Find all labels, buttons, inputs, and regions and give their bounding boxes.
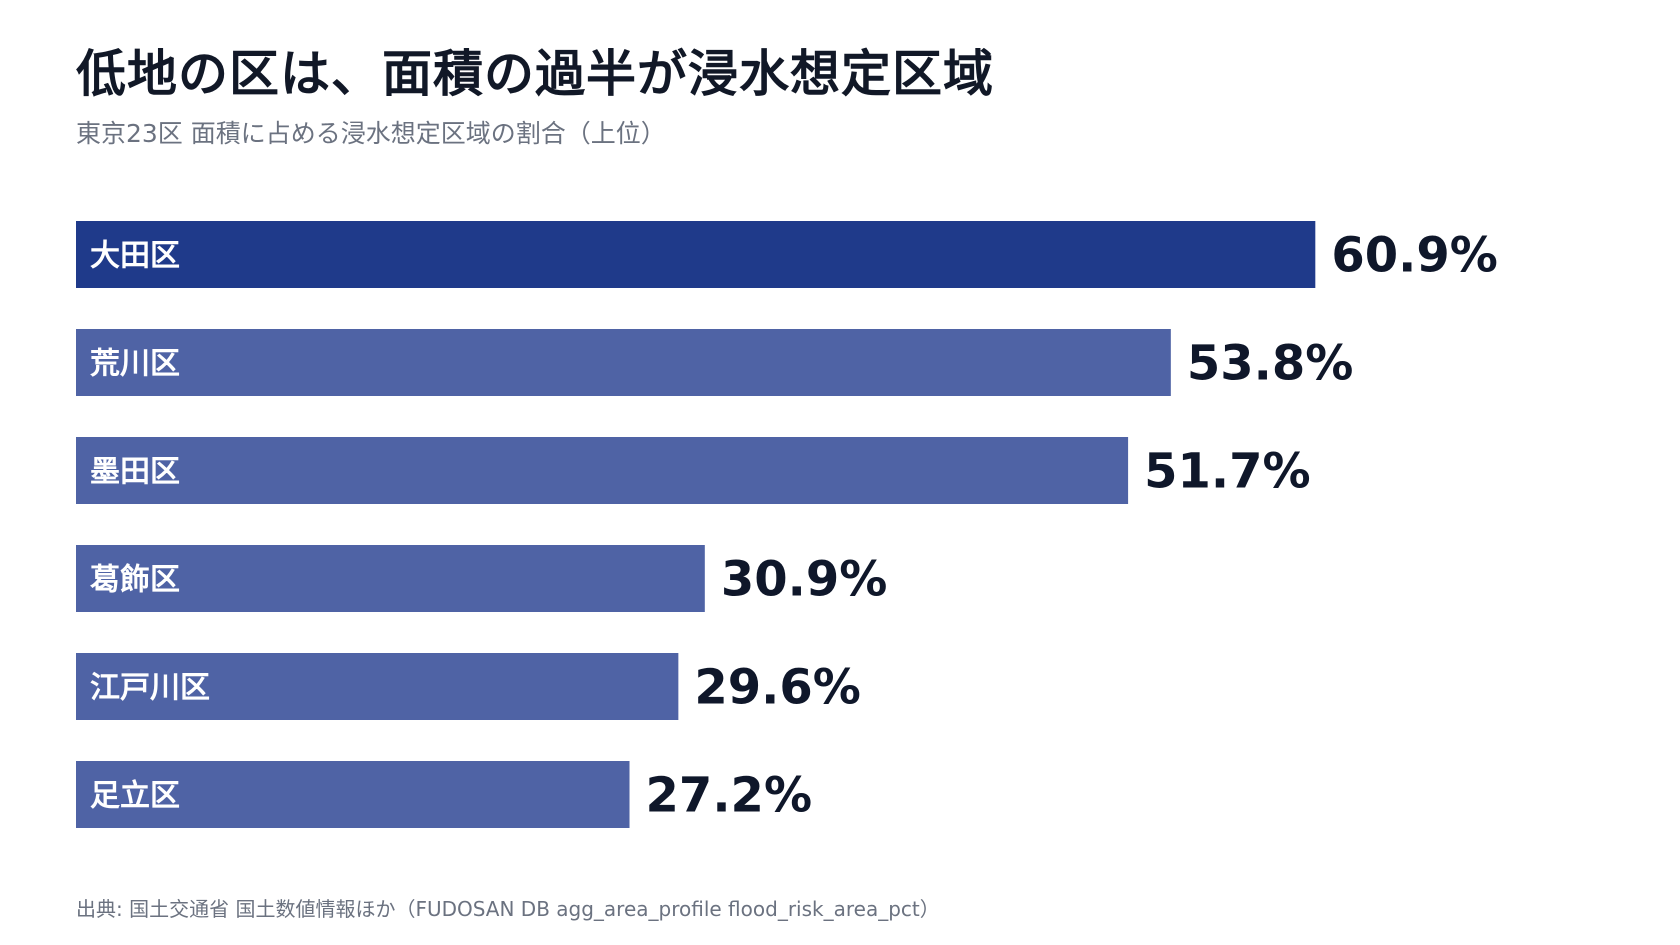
bar-6 bbox=[76, 761, 630, 828]
category-label: 葛飾区 bbox=[89, 563, 180, 598]
source-note: 出典: 国土交通省 国土数値情報ほか（FUDOSAN DB agg_area_p… bbox=[76, 897, 940, 921]
bar-2 bbox=[76, 329, 1171, 396]
chart-subtitle: 東京23区 面積に占める浸水想定区域の割合（上位） bbox=[76, 119, 666, 148]
bar-1 bbox=[76, 221, 1316, 288]
bar-3 bbox=[76, 437, 1129, 504]
value-label: 53.8% bbox=[1187, 336, 1354, 392]
category-label: 墨田区 bbox=[90, 455, 180, 490]
category-label: 荒川区 bbox=[90, 347, 180, 382]
category-label: 足立区 bbox=[90, 779, 180, 814]
bar-4 bbox=[76, 545, 705, 612]
value-label: 30.9% bbox=[721, 552, 888, 608]
value-label: 51.7% bbox=[1144, 444, 1311, 500]
value-label: 27.2% bbox=[646, 768, 813, 824]
value-label: 29.6% bbox=[694, 660, 861, 716]
category-label: 江戸川区 bbox=[90, 671, 210, 706]
category-label: 大田区 bbox=[90, 239, 180, 274]
chart-title: 低地の区は、面積の過半が浸水想定区域 bbox=[76, 45, 994, 103]
value-label: 60.9% bbox=[1331, 228, 1498, 284]
bar-5 bbox=[76, 653, 679, 720]
